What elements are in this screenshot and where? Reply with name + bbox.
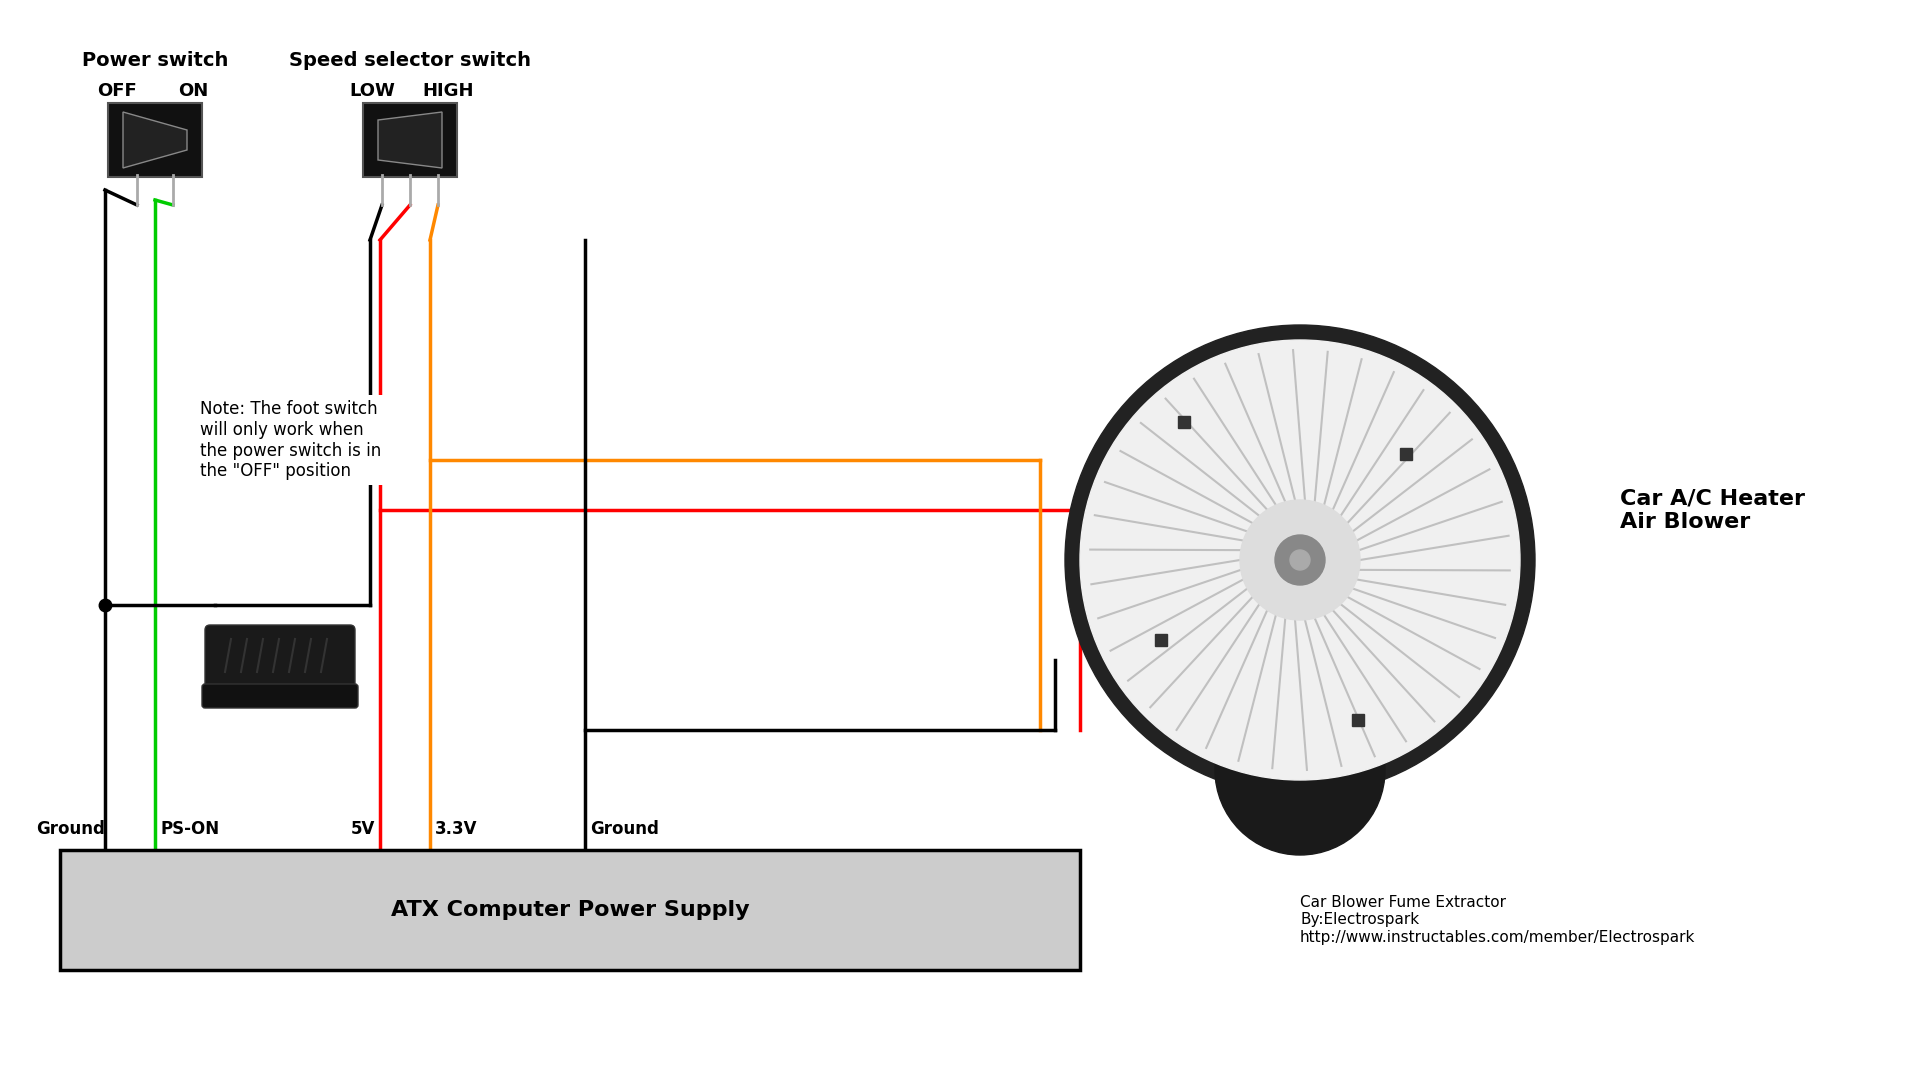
Text: Car Blower Fume Extractor
By:Electrospark
http://www.instructables.com/member/El: Car Blower Fume Extractor By:Electrospar…	[1300, 895, 1695, 945]
Text: ATX Computer Power Supply: ATX Computer Power Supply	[390, 900, 749, 920]
Text: Ground: Ground	[36, 820, 106, 838]
Text: Speed selector switch: Speed selector switch	[290, 51, 532, 70]
Text: LOW: LOW	[349, 82, 396, 100]
Text: OFF: OFF	[98, 82, 136, 100]
Circle shape	[1275, 535, 1325, 585]
FancyBboxPatch shape	[205, 625, 355, 696]
Circle shape	[1066, 325, 1534, 795]
Text: HIGH: HIGH	[422, 82, 474, 100]
Text: 5V: 5V	[351, 820, 374, 838]
Text: Note: The foot switch
will only work when
the power switch is in
the "OFF" posit: Note: The foot switch will only work whe…	[200, 400, 382, 481]
Circle shape	[1240, 500, 1359, 620]
FancyBboxPatch shape	[202, 684, 357, 708]
Text: Power switch: Power switch	[83, 51, 228, 70]
FancyBboxPatch shape	[108, 103, 202, 177]
Polygon shape	[123, 112, 186, 168]
Polygon shape	[378, 112, 442, 168]
Text: Car A/C Heater
Air Blower: Car A/C Heater Air Blower	[1620, 488, 1805, 531]
Circle shape	[1290, 550, 1309, 570]
Text: 3.3V: 3.3V	[436, 820, 478, 838]
Circle shape	[1079, 340, 1521, 780]
Text: PS-ON: PS-ON	[159, 820, 219, 838]
FancyBboxPatch shape	[363, 103, 457, 177]
Text: Ground: Ground	[589, 820, 659, 838]
FancyBboxPatch shape	[60, 850, 1079, 970]
Circle shape	[1215, 685, 1384, 855]
Text: ON: ON	[179, 82, 207, 100]
